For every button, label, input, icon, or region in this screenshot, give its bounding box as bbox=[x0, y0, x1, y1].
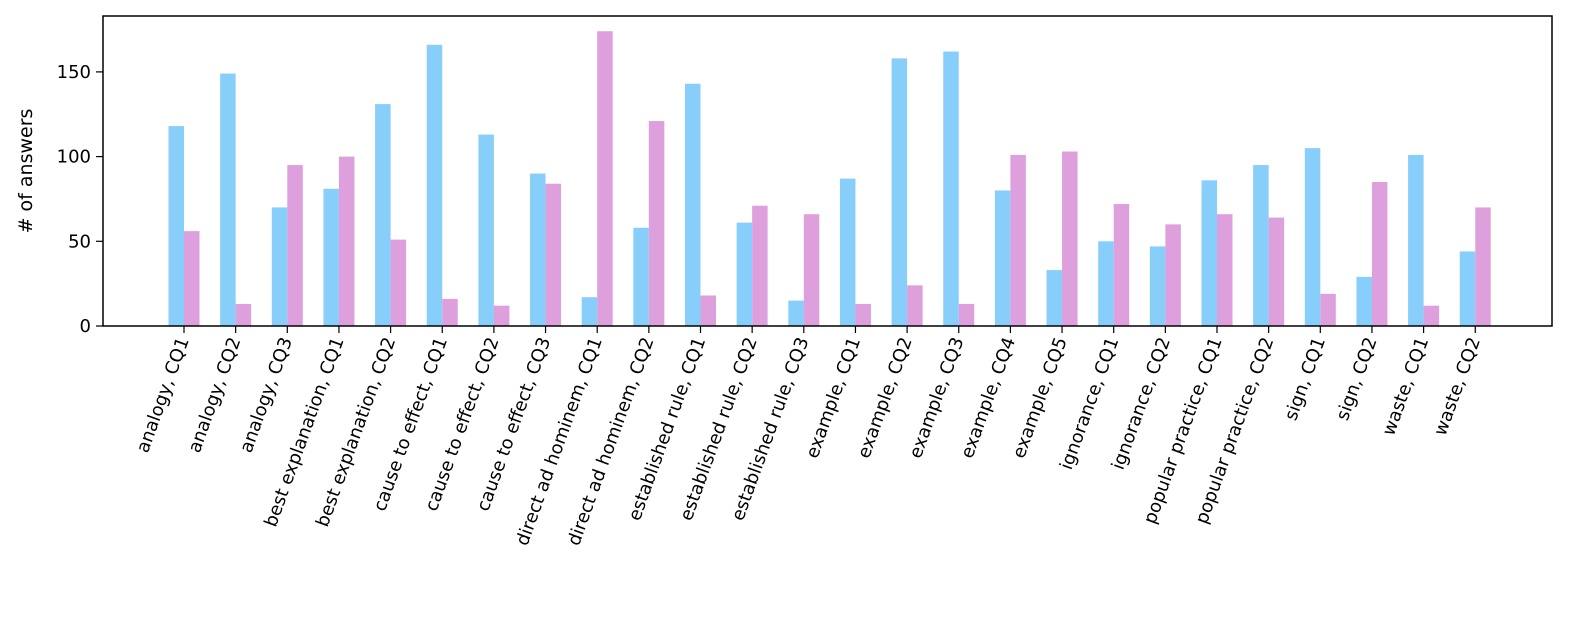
y-axis-label: # of answers bbox=[15, 109, 37, 234]
bar-series2-11 bbox=[700, 295, 716, 326]
bar-series2-21 bbox=[1217, 214, 1233, 326]
bar-series2-25 bbox=[1423, 305, 1440, 326]
bar-series2-9 bbox=[597, 31, 613, 326]
bar-series1-25 bbox=[1408, 154, 1424, 326]
bar-series1-22 bbox=[1253, 165, 1269, 326]
bar-series1-7 bbox=[478, 134, 494, 326]
bar-series1-4 bbox=[323, 188, 339, 326]
bar-series2-13 bbox=[803, 214, 820, 326]
bar-series1-2 bbox=[220, 73, 236, 326]
bar-series1-3 bbox=[271, 207, 288, 326]
bar-series1-26 bbox=[1459, 251, 1476, 326]
bar-series1-5 bbox=[375, 104, 391, 326]
bar-series1-18 bbox=[1046, 270, 1063, 326]
bar-series2-17 bbox=[1010, 154, 1026, 326]
y-tick-label: 150 bbox=[57, 62, 91, 83]
bar-series2-23 bbox=[1320, 293, 1336, 326]
bar-series2-10 bbox=[648, 121, 665, 327]
bar-series1-23 bbox=[1304, 148, 1321, 326]
bar-series2-3 bbox=[287, 165, 303, 326]
bar-series1-24 bbox=[1356, 276, 1372, 326]
bar-series1-12 bbox=[736, 222, 753, 326]
bar-series2-26 bbox=[1475, 207, 1491, 326]
bar-series1-6 bbox=[426, 44, 443, 326]
bar-series2-15 bbox=[907, 285, 923, 326]
bar-series2-18 bbox=[1062, 151, 1078, 326]
bar-series2-12 bbox=[752, 205, 768, 326]
bar-series1-17 bbox=[994, 190, 1011, 326]
bar-series1-13 bbox=[788, 300, 804, 326]
y-tick-label: 100 bbox=[57, 147, 91, 168]
y-axis: 0 50 100 150 bbox=[57, 62, 103, 337]
bar-series2-24 bbox=[1371, 182, 1388, 326]
plot-frame bbox=[102, 15, 1553, 327]
bar-series1-20 bbox=[1149, 246, 1166, 326]
bar-series1-19 bbox=[1098, 241, 1114, 326]
bar-series1-16 bbox=[943, 51, 959, 327]
bar-series2-1 bbox=[184, 231, 200, 326]
bar-series2-22 bbox=[1268, 217, 1285, 326]
bar-series2-5 bbox=[390, 239, 407, 326]
bar-series1-9 bbox=[581, 297, 598, 326]
bar-series2-16 bbox=[958, 303, 975, 326]
bar-series2-4 bbox=[338, 156, 355, 326]
bars-layer bbox=[168, 31, 1491, 327]
bar-series2-14 bbox=[855, 303, 871, 326]
bar-series1-10 bbox=[633, 227, 649, 326]
y-tick-label: 50 bbox=[68, 231, 91, 252]
bar-series2-7 bbox=[493, 305, 510, 326]
bar-series1-1 bbox=[168, 126, 184, 327]
bar-series1-8 bbox=[530, 173, 546, 326]
bar-series1-21 bbox=[1201, 180, 1217, 326]
bar-series2-19 bbox=[1113, 204, 1130, 326]
bar-series1-15 bbox=[891, 58, 908, 326]
y-tick-label: 0 bbox=[80, 316, 91, 337]
bar-series2-20 bbox=[1165, 224, 1181, 326]
bar-series2-2 bbox=[235, 303, 252, 326]
bar-series1-11 bbox=[685, 83, 701, 327]
bar-series2-6 bbox=[442, 298, 458, 326]
bar-series1-14 bbox=[839, 178, 856, 326]
bar-series2-8 bbox=[545, 183, 562, 326]
